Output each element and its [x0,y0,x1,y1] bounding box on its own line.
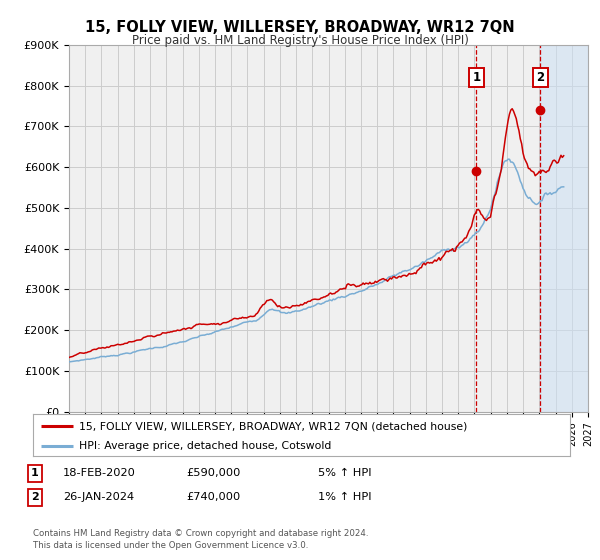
Text: 26-JAN-2024: 26-JAN-2024 [63,492,134,502]
Text: 15, FOLLY VIEW, WILLERSEY, BROADWAY, WR12 7QN: 15, FOLLY VIEW, WILLERSEY, BROADWAY, WR1… [85,20,515,35]
Text: 1% ↑ HPI: 1% ↑ HPI [318,492,371,502]
Text: 15, FOLLY VIEW, WILLERSEY, BROADWAY, WR12 7QN (detached house): 15, FOLLY VIEW, WILLERSEY, BROADWAY, WR1… [79,421,467,431]
Text: 5% ↑ HPI: 5% ↑ HPI [318,468,371,478]
Text: 2: 2 [31,492,38,502]
Text: 1: 1 [472,71,481,84]
Text: HPI: Average price, detached house, Cotswold: HPI: Average price, detached house, Cots… [79,441,331,451]
Text: 18-FEB-2020: 18-FEB-2020 [63,468,136,478]
Text: 2: 2 [536,71,545,84]
Text: £590,000: £590,000 [186,468,241,478]
Text: 1: 1 [31,468,38,478]
Bar [541,45,588,412]
Text: Price paid vs. HM Land Registry's House Price Index (HPI): Price paid vs. HM Land Registry's House … [131,34,469,46]
Text: £740,000: £740,000 [186,492,240,502]
Text: This data is licensed under the Open Government Licence v3.0.: This data is licensed under the Open Gov… [33,541,308,550]
Text: Contains HM Land Registry data © Crown copyright and database right 2024.: Contains HM Land Registry data © Crown c… [33,529,368,538]
